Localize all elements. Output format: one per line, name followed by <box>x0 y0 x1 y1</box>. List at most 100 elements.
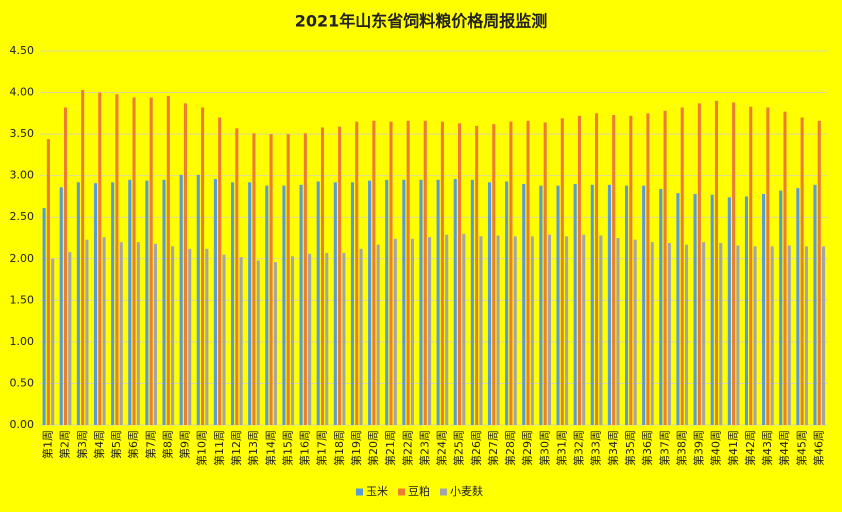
bar <box>629 115 633 426</box>
bar <box>744 196 749 425</box>
bar <box>325 252 329 425</box>
bar <box>342 252 346 425</box>
bar <box>102 237 106 425</box>
bar <box>817 120 821 426</box>
bar <box>522 183 526 425</box>
bar <box>440 121 444 426</box>
bar <box>582 234 586 425</box>
bar <box>719 242 723 425</box>
x-tick-label: 第21周 <box>383 430 397 466</box>
bar <box>762 193 766 425</box>
x-tick-label: 第7周 <box>143 430 157 459</box>
bar <box>539 185 543 425</box>
x-tick-label: 第27周 <box>486 430 500 466</box>
x-tick-label: 第41周 <box>726 430 740 466</box>
bar <box>423 120 427 426</box>
x-tick-label: 第32周 <box>572 430 586 466</box>
x-tick-label: 第9周 <box>178 430 192 459</box>
bar <box>714 100 719 425</box>
x-tick-label: 第19周 <box>349 430 363 466</box>
bar <box>800 117 804 425</box>
bar <box>625 185 629 425</box>
x-tick-label: 第38周 <box>674 430 688 466</box>
bar <box>265 185 269 425</box>
x-tick-label: 第14周 <box>263 430 277 466</box>
bar <box>599 235 603 425</box>
bar <box>749 106 753 425</box>
x-tick-label: 第26周 <box>469 430 483 466</box>
x-tick-label: 第5周 <box>109 430 123 459</box>
bar <box>145 180 149 425</box>
x-tick-label: 第30周 <box>537 430 551 466</box>
y-tick-label: 1.50 <box>10 293 35 306</box>
bar <box>543 122 547 425</box>
x-tick-label: 第31周 <box>554 430 568 466</box>
y-tick-label: 4.00 <box>10 86 35 99</box>
bar <box>81 90 85 425</box>
y-tick-label: 3.00 <box>10 169 35 182</box>
bar <box>633 239 637 425</box>
bar <box>727 197 731 425</box>
bar <box>766 107 770 425</box>
legend-swatch <box>398 488 405 496</box>
bar <box>320 127 325 425</box>
bar <box>753 246 757 425</box>
bar <box>222 254 226 425</box>
y-tick-label: 3.50 <box>10 127 35 140</box>
bar <box>577 115 581 426</box>
x-tick-label: 第29周 <box>520 430 534 466</box>
bar <box>316 181 320 425</box>
y-tick-label: 2.50 <box>10 210 35 223</box>
x-tick-label: 第15周 <box>280 430 294 466</box>
bar <box>183 103 187 426</box>
bar <box>813 184 817 425</box>
bar <box>406 120 410 426</box>
x-tick-label: 第16周 <box>298 430 312 466</box>
bar <box>98 92 102 426</box>
bar <box>642 185 646 425</box>
bar <box>256 260 260 425</box>
x-tick-label: 第13周 <box>246 430 260 466</box>
legend-swatch <box>440 488 447 496</box>
bar <box>547 234 552 425</box>
bar <box>470 179 474 425</box>
bar <box>479 236 483 425</box>
x-tick-label: 第12周 <box>229 430 243 466</box>
bar <box>299 184 303 425</box>
x-tick-label: 第3周 <box>75 430 89 459</box>
bar <box>697 103 701 426</box>
bar <box>368 180 372 425</box>
x-tick-label: 第39周 <box>692 430 706 466</box>
x-tick-label: 第45周 <box>794 430 808 466</box>
bar <box>505 181 509 425</box>
y-tick-label: 0.00 <box>10 418 35 431</box>
bar <box>565 236 569 425</box>
bar <box>252 133 256 425</box>
bar <box>556 185 560 425</box>
bar <box>188 248 192 425</box>
x-tick-label: 第43周 <box>760 430 774 466</box>
bar <box>530 236 534 425</box>
x-tick-label: 第33周 <box>589 430 603 466</box>
bar <box>445 234 449 425</box>
bar <box>496 235 500 425</box>
bar <box>136 242 140 425</box>
bar <box>196 174 200 425</box>
bar <box>612 114 616 426</box>
bar <box>732 102 736 425</box>
bar <box>646 113 650 425</box>
x-tick-label: 第44周 <box>777 430 791 466</box>
bar <box>46 139 50 425</box>
bar <box>385 179 389 425</box>
bar <box>119 242 123 425</box>
bar <box>590 184 594 425</box>
x-tick-label: 第10周 <box>195 430 209 466</box>
bar <box>162 179 166 425</box>
bar <box>770 246 774 425</box>
bar <box>359 248 363 425</box>
bar <box>273 262 277 425</box>
bar <box>659 188 663 425</box>
bar <box>616 238 620 425</box>
bar <box>475 125 479 426</box>
x-tick-label: 第2周 <box>58 430 72 459</box>
